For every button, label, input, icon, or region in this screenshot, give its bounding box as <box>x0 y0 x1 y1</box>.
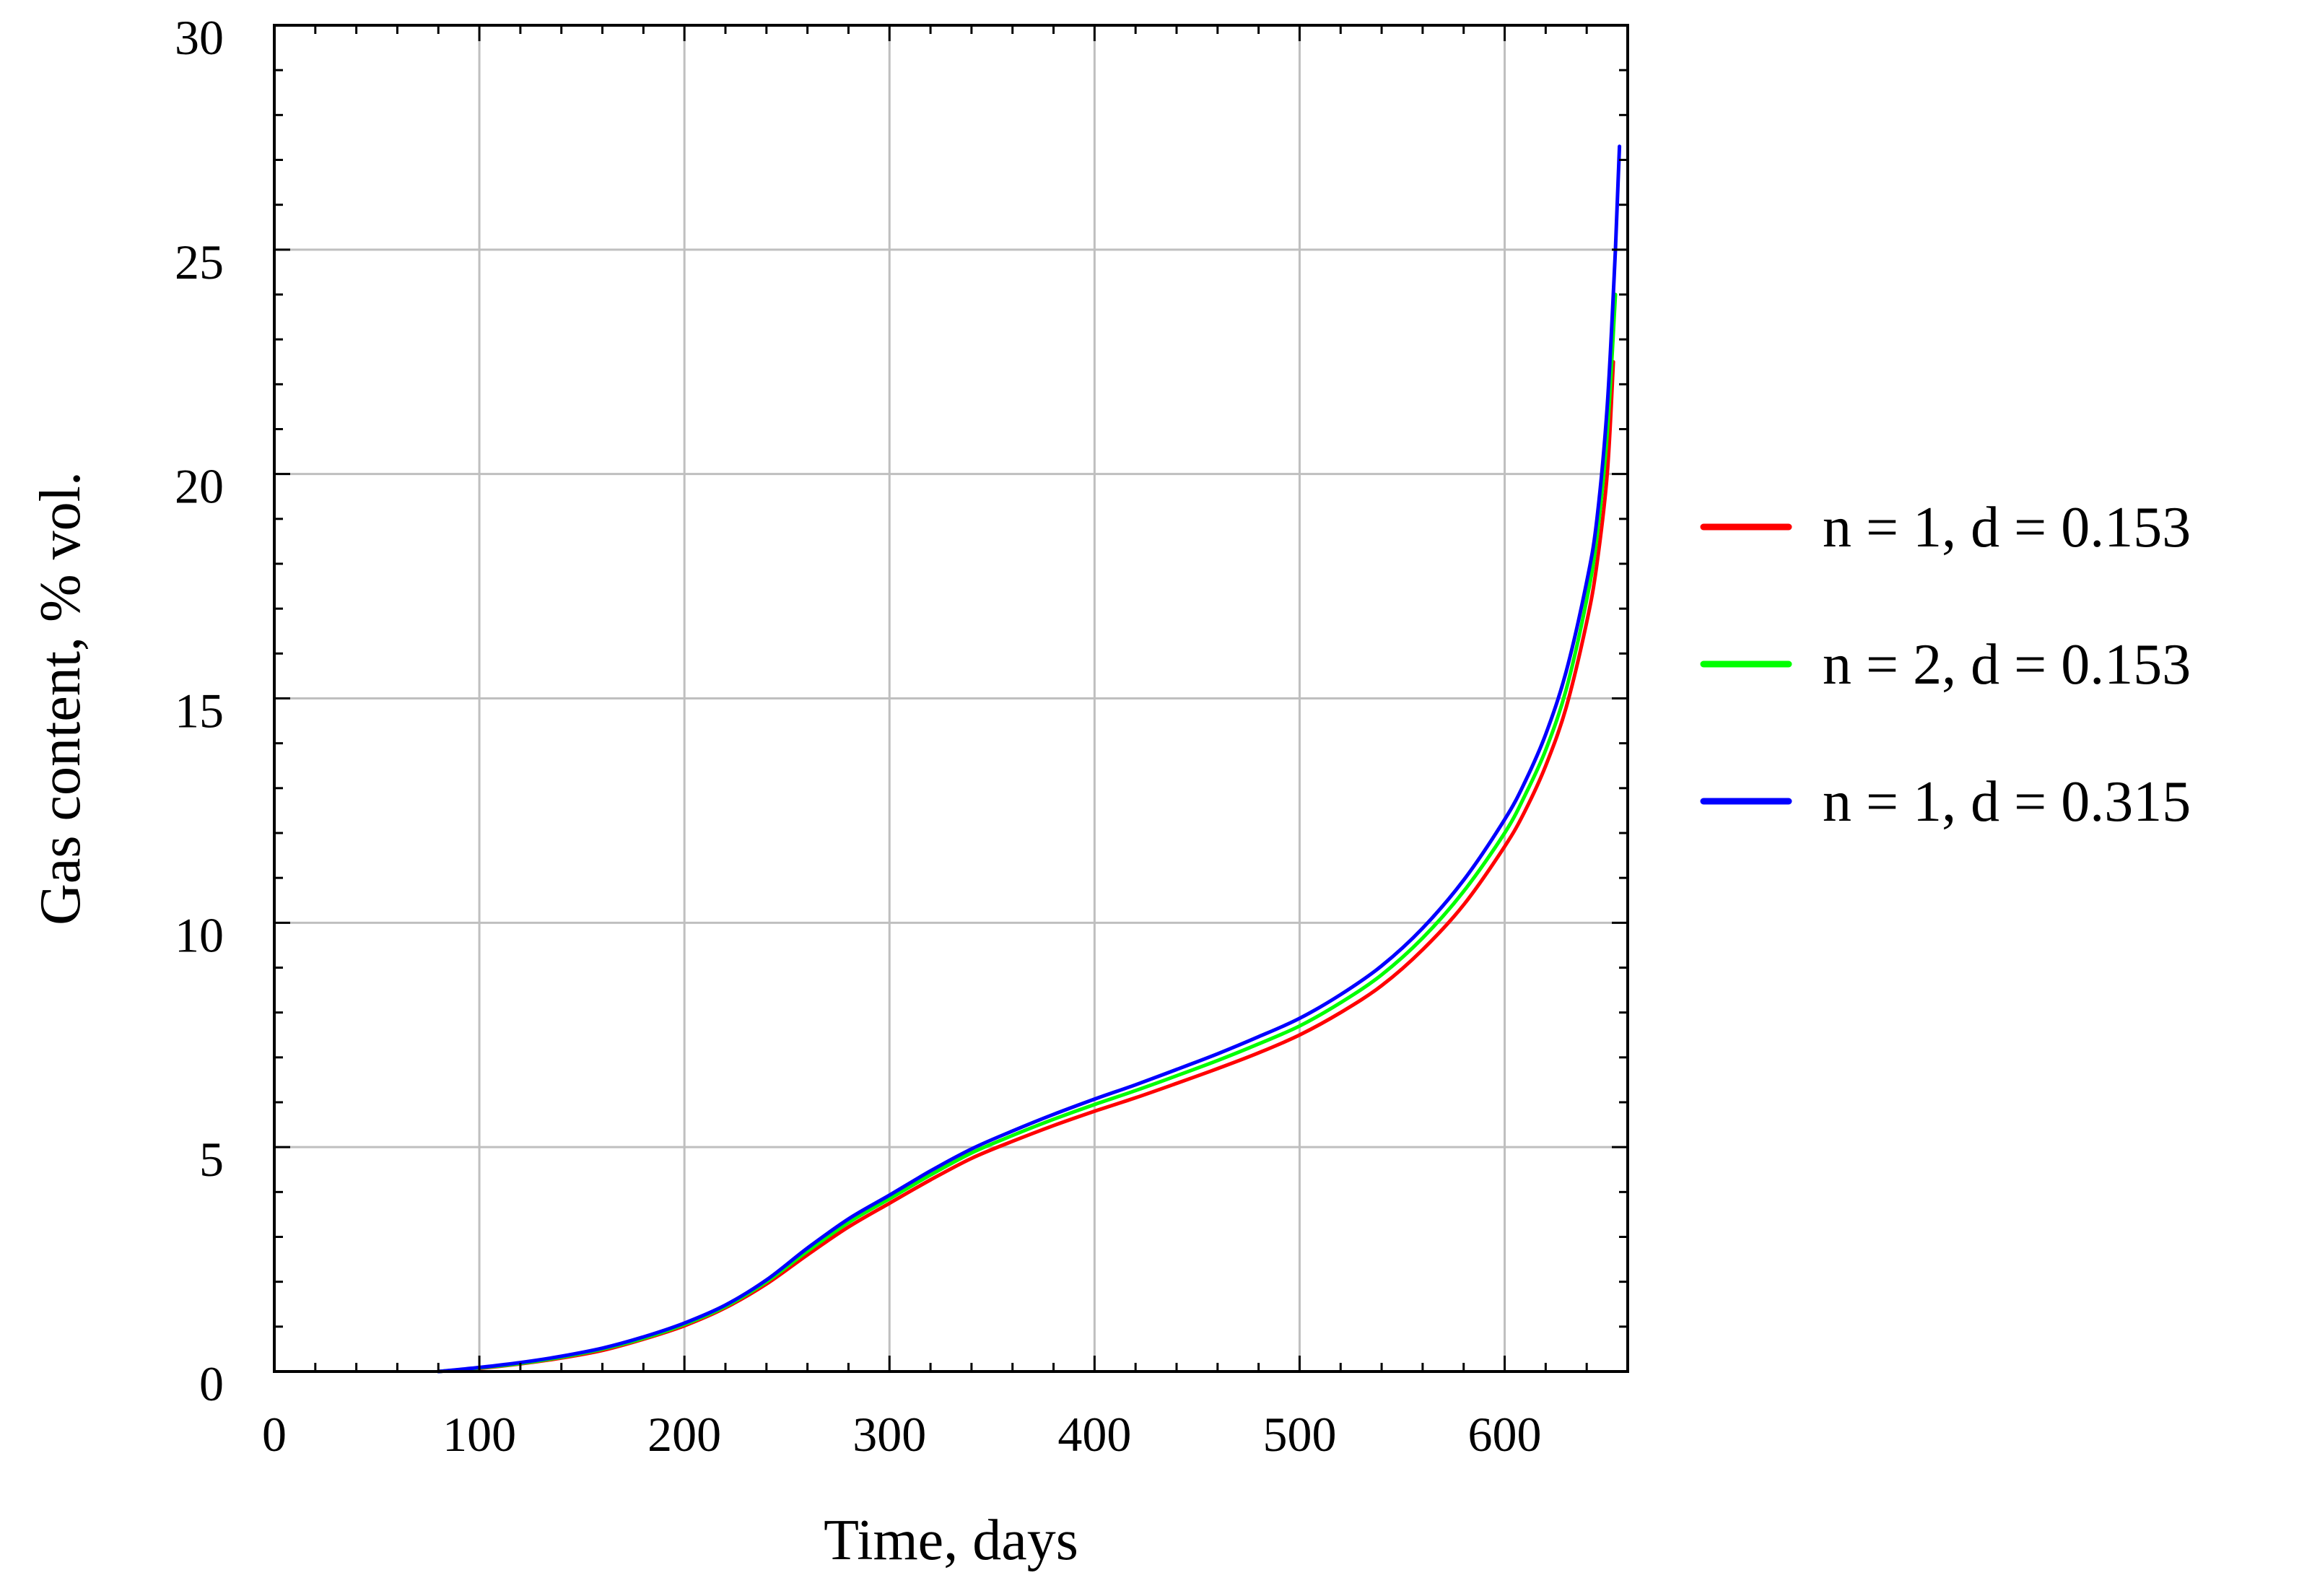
y-tick-label: 5 <box>199 1132 224 1187</box>
x-tick-label: 100 <box>442 1407 516 1462</box>
axis-ticks <box>273 24 1628 1373</box>
series-line-1 <box>436 359 1615 1374</box>
series-line-3 <box>436 144 1622 1374</box>
legend-label-3: n = 1, d = 0.315 <box>1823 770 2191 834</box>
x-tick-label: 300 <box>852 1407 926 1462</box>
y-tick-label: 0 <box>199 1356 224 1411</box>
tick-labels: 0 100 200 300 400 500 600 0 5 10 15 20 25 30 <box>175 10 1542 1462</box>
x-tick-label: 400 <box>1057 1407 1131 1462</box>
series-lines <box>436 144 1622 1374</box>
x-tick-label: 600 <box>1468 1407 1542 1462</box>
legend: n = 1, d = 0.153 n = 2, d = 0.153 n = 1, d… <box>1700 496 2191 834</box>
series-line-2 <box>436 292 1618 1374</box>
x-tick-label: 200 <box>647 1407 721 1462</box>
y-tick-label: 10 <box>175 907 224 962</box>
x-tick-label: 0 <box>262 1407 287 1462</box>
y-tick-label: 25 <box>175 235 224 289</box>
y-tick-label: 20 <box>175 459 224 514</box>
legend-label-2: n = 2, d = 0.153 <box>1823 633 2191 697</box>
x-tick-label: 500 <box>1262 1407 1336 1462</box>
y-tick-label: 30 <box>175 10 224 65</box>
y-tick-label: 15 <box>175 684 224 738</box>
y-axis-title: Gas content, % vol. <box>29 471 92 925</box>
x-axis-title: Time, days <box>824 1509 1078 1572</box>
legend-label-1: n = 1, d = 0.153 <box>1823 496 2191 559</box>
